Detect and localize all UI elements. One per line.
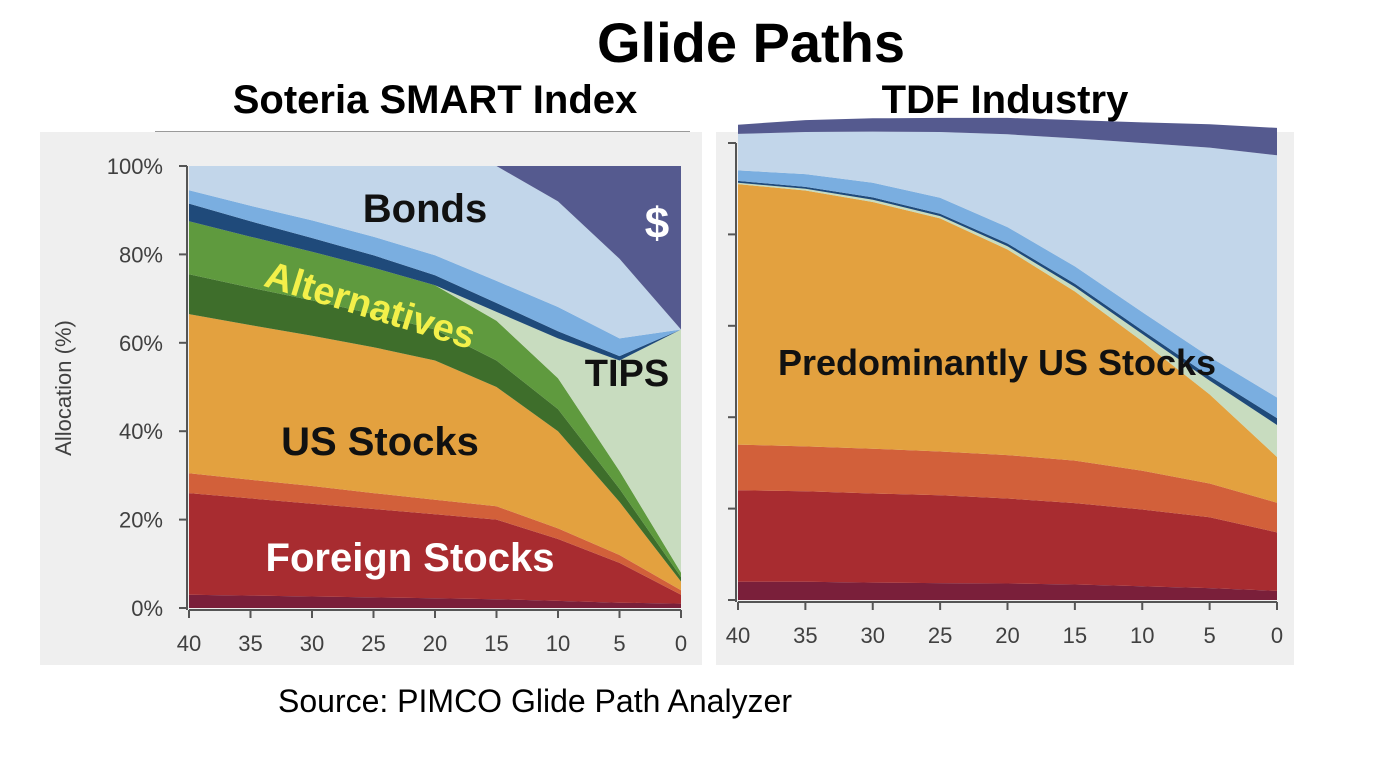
left-x-tick-label: 25 — [361, 631, 385, 656]
left-area-bonds-dark — [189, 203, 681, 361]
right-x-tick-label: 0 — [1271, 623, 1283, 648]
left-y-tick-label: 100% — [107, 154, 163, 179]
left-chart-title: Soteria SMART Index — [232, 78, 638, 122]
us-stocks-label: US Stocks — [281, 420, 479, 464]
left-x-tick-label: 5 — [613, 631, 625, 656]
right-x-tick-label: 10 — [1130, 623, 1154, 648]
left-x-tick-label: 35 — [238, 631, 262, 656]
cash-label: $ — [645, 199, 669, 248]
right-area-cash — [738, 117, 1277, 156]
right-x-tick-label: 30 — [861, 623, 885, 648]
left-area-tips — [189, 221, 681, 573]
left-y-tick-label: 60% — [119, 331, 163, 356]
left-x-tick-label: 0 — [675, 631, 687, 656]
y-axis-label: Allocation (%) — [51, 320, 76, 456]
right-area-foreign-light — [738, 444, 1277, 533]
left-area-us-stocks — [189, 314, 681, 591]
bonds-label: Bonds — [363, 187, 487, 231]
right-area-em — [738, 581, 1277, 600]
right-chart-axes: 40 35 30 25 20 15 10 5 0 — [726, 142, 1283, 648]
left-area-bonds-light — [189, 166, 681, 339]
source-note: Source: PIMCO Glide Path Analyzer — [278, 683, 792, 719]
right-chart-areas — [738, 117, 1277, 600]
left-area-alt-light — [189, 221, 681, 578]
left-x-tick-label: 40 — [177, 631, 201, 656]
tips-label: TIPS — [585, 353, 669, 395]
left-x-tick-label: 20 — [423, 631, 447, 656]
right-x-tick-label: 20 — [995, 623, 1019, 648]
left-x-tick-label: 30 — [300, 631, 324, 656]
left-area-em — [189, 594, 681, 608]
predominantly-us-stocks-label: Predominantly US Stocks — [778, 342, 1216, 383]
right-x-tick-label: 25 — [928, 623, 952, 648]
left-x-tick-label: 15 — [484, 631, 508, 656]
left-area-alt-dark — [189, 274, 681, 582]
left-area-cash — [189, 166, 681, 330]
right-x-tick-label: 15 — [1063, 623, 1087, 648]
right-area-foreign — [738, 490, 1277, 591]
main-title: Glide Paths — [596, 11, 906, 74]
left-y-tick-label: 20% — [119, 508, 163, 533]
left-chart-areas — [189, 166, 681, 608]
left-y-tick-label: 40% — [119, 419, 163, 444]
right-area-bonds-light — [738, 131, 1277, 398]
left-y-tick-label: 0% — [131, 596, 163, 621]
left-area-foreign-light — [189, 473, 681, 595]
foreign-stocks-label: Foreign Stocks — [266, 536, 555, 580]
left-chart-axes: 40 35 30 25 20 15 10 5 0 0% 20% 40% 60% 80% 100% — [107, 154, 687, 656]
left-x-tick-label: 10 — [546, 631, 570, 656]
right-chart-title: TDF Industry — [881, 78, 1129, 122]
right-area-us-stocks — [738, 184, 1277, 503]
left-y-tick-label: 80% — [119, 242, 163, 267]
right-x-tick-label: 5 — [1204, 623, 1216, 648]
left-area-bonds-mid — [189, 190, 681, 357]
right-x-tick-label: 35 — [793, 623, 817, 648]
right-x-tick-label: 40 — [726, 623, 750, 648]
left-area-foreign — [189, 493, 681, 604]
